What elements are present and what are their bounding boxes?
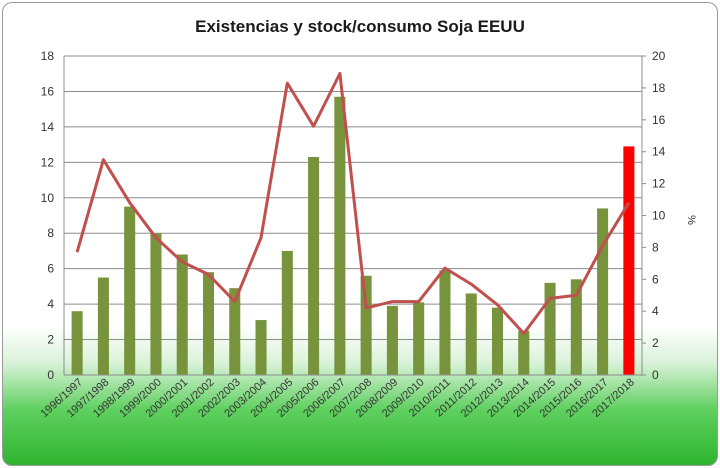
left-tick-label: 4	[47, 297, 54, 311]
bar	[255, 320, 267, 375]
right-tick-label: 4	[652, 304, 659, 318]
left-tick-label: 18	[41, 49, 55, 63]
bar	[334, 96, 346, 375]
stock-consumo-line	[75, 72, 631, 335]
left-tick-label: 2	[47, 333, 54, 347]
left-tick-label: 14	[41, 120, 55, 134]
bar	[360, 275, 372, 375]
left-tick-label: 12	[41, 155, 55, 169]
right-tick-label: 12	[652, 177, 666, 191]
right-tick-label: 6	[652, 272, 659, 286]
right-tick-label: 0	[652, 368, 659, 382]
left-tick-label: 6	[47, 262, 54, 276]
bar	[386, 305, 398, 375]
bar	[150, 233, 162, 375]
bar	[176, 254, 188, 375]
right-axis-label: %	[685, 215, 697, 225]
left-tick-label: 16	[41, 84, 55, 98]
bar	[491, 307, 504, 375]
bar	[71, 311, 83, 375]
bar	[544, 282, 556, 375]
bar	[124, 206, 136, 375]
right-tick-label: 18	[652, 81, 666, 95]
bar	[281, 250, 293, 375]
bar	[465, 293, 477, 375]
bar	[570, 279, 582, 375]
right-tick-label: 10	[652, 209, 666, 223]
chart-title: Existencias y stock/consumo Soja EEUU	[195, 17, 525, 36]
bar	[518, 330, 530, 375]
bar	[308, 157, 320, 375]
bar	[439, 270, 451, 375]
left-tick-label: 0	[47, 368, 54, 382]
right-tick-label: 20	[652, 49, 666, 63]
bar	[229, 288, 241, 375]
right-tick-label: 14	[652, 145, 666, 159]
bar	[202, 272, 215, 375]
bar	[413, 302, 425, 375]
bar	[597, 208, 609, 375]
left-tick-label: 8	[47, 226, 54, 240]
right-tick-label: 8	[652, 240, 659, 254]
left-tick-label: 10	[41, 191, 55, 205]
bar	[623, 146, 635, 375]
right-tick-label: 16	[652, 113, 666, 127]
bar	[97, 277, 109, 375]
right-tick-label: 2	[652, 336, 659, 350]
